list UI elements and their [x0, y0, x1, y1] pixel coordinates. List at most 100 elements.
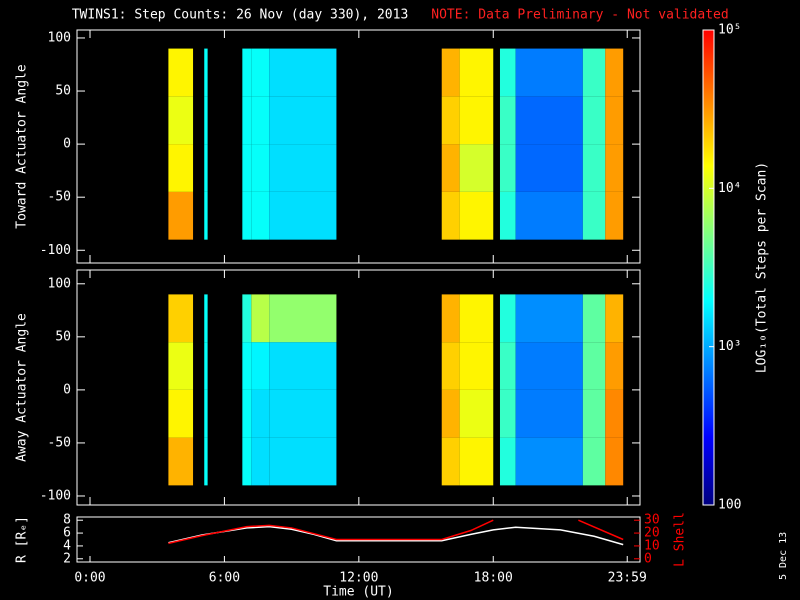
heat-cell [204, 96, 208, 145]
title: TWINS1: Step Counts: 26 Nov (day 330), 2… [72, 8, 409, 23]
colorbar-tick-label: 10⁵ [718, 23, 741, 38]
heat-cell [242, 389, 252, 438]
heat-cell [441, 96, 460, 145]
date-stamp: 5 Dec 13 [778, 532, 789, 580]
heat-cell [459, 48, 494, 97]
heat-cell [441, 191, 460, 240]
heat-cell [515, 144, 583, 192]
heat-cell [605, 342, 624, 390]
x-tick-label: 23:59 [608, 571, 647, 586]
heat-cell [499, 48, 516, 97]
y-tick-label: 4 [63, 538, 71, 553]
x-tick-label: 12:00 [339, 571, 378, 586]
heat-cell [441, 294, 460, 343]
heat-cell [269, 96, 337, 145]
heat-cell [168, 437, 194, 486]
y-tick-label: -100 [40, 243, 71, 258]
heat-cell [499, 96, 516, 145]
heat-cell [441, 389, 460, 438]
heat-cell [251, 342, 270, 390]
heat-cell [459, 144, 494, 192]
heat-cell [269, 294, 337, 343]
heat-cell [582, 342, 606, 390]
heat-cell [499, 342, 516, 390]
heat-cell [242, 96, 252, 145]
heat-cell [459, 96, 494, 145]
colorbar-tick-label: 10⁴ [718, 181, 741, 196]
heat-cell [459, 389, 494, 438]
heat-cell [515, 389, 583, 438]
heat-cell [168, 144, 194, 192]
heat-cell [242, 144, 252, 192]
y-tick-label: 100 [48, 30, 71, 45]
heat-cell [605, 191, 624, 240]
heat-cell [441, 437, 460, 486]
heat-cell [605, 437, 624, 486]
heat-cell [499, 191, 516, 240]
x-tick-label: 6:00 [209, 571, 240, 586]
y2-tick-label: 0 [644, 551, 652, 566]
heat-cell [605, 389, 624, 438]
line-series [168, 519, 624, 545]
y-tick-label: -50 [48, 190, 71, 205]
heat-cell [582, 144, 606, 192]
heat-cell [168, 48, 194, 97]
y-tick-label: 6 [63, 526, 71, 541]
heat-cell [251, 437, 270, 486]
y-axis-label: Away Actuator Angle [15, 313, 30, 462]
y-tick-label: 50 [55, 329, 71, 344]
heat-cell [242, 191, 252, 240]
x-axis-label: Time (UT) [323, 585, 393, 600]
heat-cell [515, 342, 583, 390]
y-tick-label: -50 [48, 435, 71, 450]
heat-cell [582, 48, 606, 97]
heat-cell [251, 294, 270, 343]
heat-cell [515, 191, 583, 240]
heat-cell [168, 294, 194, 343]
heat-cell [582, 437, 606, 486]
y-tick-label: -100 [40, 488, 71, 503]
heat-cell [204, 342, 208, 390]
heat-cell [269, 144, 337, 192]
y2-tick-label: 10 [644, 538, 660, 553]
x-tick-label: 0:00 [74, 571, 105, 586]
heat-cell [441, 48, 460, 97]
colorbar-tick-label: 10³ [718, 339, 741, 354]
y2-tick-label: 30 [644, 513, 660, 528]
heat-cell [515, 294, 583, 343]
heat-cell [168, 389, 194, 438]
heat-cell [441, 144, 460, 192]
y-tick-label: 8 [63, 513, 71, 528]
y2-axis-label: L Shell [673, 512, 688, 567]
heat-cell [582, 294, 606, 343]
heat-cell [582, 389, 606, 438]
heat-cell [242, 294, 252, 343]
heat-cell [605, 96, 624, 145]
heat-cell [269, 342, 337, 390]
heat-cell [204, 191, 208, 240]
heat-cell [168, 191, 194, 240]
heat-cell [269, 437, 337, 486]
y-tick-label: 2 [63, 551, 71, 566]
heat-cell [605, 144, 624, 192]
line-series [168, 525, 624, 546]
heat-cell [499, 437, 516, 486]
heat-cell [251, 144, 270, 192]
heat-cell [499, 389, 516, 438]
heat-cell [242, 342, 252, 390]
colorbar-label: LOG₁₀(Total Steps per Scan) [755, 162, 770, 373]
y-tick-label: 0 [63, 382, 71, 397]
heat-cell [459, 437, 494, 486]
y-tick-label: 0 [63, 137, 71, 152]
heat-cell [459, 191, 494, 240]
y-tick-label: 100 [48, 276, 71, 291]
heat-cell [582, 96, 606, 145]
heat-cell [605, 48, 624, 97]
heat-cell [499, 144, 516, 192]
heat-cell [459, 294, 494, 343]
heat-cell [459, 342, 494, 390]
heat-cell [251, 191, 270, 240]
heat-cell [204, 437, 208, 486]
heat-cell [204, 389, 208, 438]
